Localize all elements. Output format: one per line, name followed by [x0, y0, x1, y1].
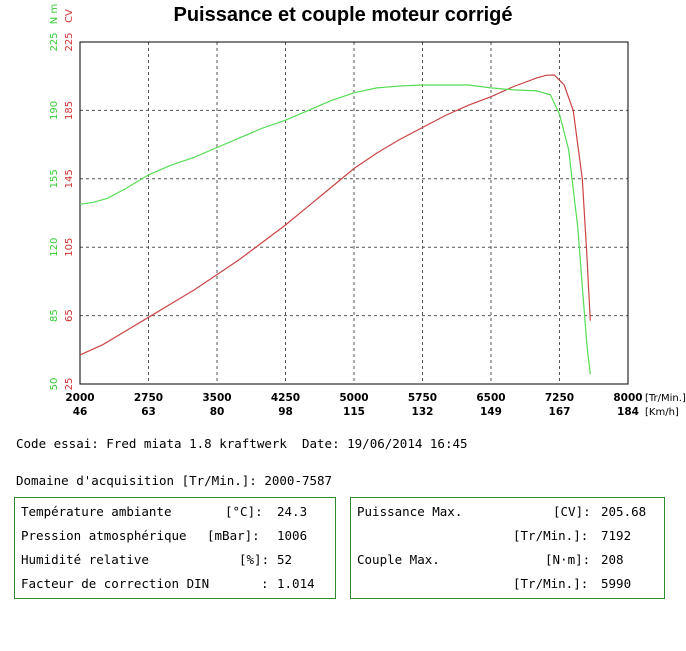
y-tick-label-nm: 85	[49, 309, 60, 322]
result-row: Puissance Max. [CV]: 205.68	[357, 504, 646, 520]
result-unit: [Tr/Min.]:	[513, 528, 589, 543]
x-tick-label-rpm: 7250	[545, 392, 574, 404]
plot-frame	[79, 41, 629, 385]
acquisition-range-line: Domaine d'acquisition [Tr/Min.]: 2000-75…	[16, 473, 333, 488]
condition-unit: :	[261, 576, 269, 591]
x-tick-label-rpm: 8000	[613, 392, 642, 404]
x-tick-label-rpm: 5750	[408, 392, 437, 404]
result-value: 7192	[601, 528, 632, 543]
y-tick-label-nm: 155	[49, 169, 60, 188]
result-label: Puissance Max.	[357, 504, 463, 519]
torque-axis-label: N m	[49, 4, 60, 24]
condition-unit: [°C]:	[225, 504, 263, 519]
results-box: Puissance Max. [CV]: 205.68 [Tr/Min.]: 7…	[350, 497, 665, 599]
x-tick-label-rpm: 3500	[202, 392, 231, 404]
result-value: 5990	[601, 576, 632, 591]
chart-grid	[80, 42, 628, 384]
torque-curve	[79, 84, 591, 375]
power-curve	[79, 74, 591, 356]
x-tick-label-speed: 149	[480, 406, 502, 418]
y-tick-label-nm: 190	[49, 101, 60, 120]
result-row: [Tr/Min.]: 5990	[357, 576, 631, 592]
chart-title: Puissance et couple moteur corrigé	[173, 4, 513, 26]
condition-value: 1006	[277, 528, 308, 543]
x-tick-label-speed: 184	[617, 406, 639, 418]
condition-value: 1.014	[277, 576, 315, 591]
x-tick-label-speed: 132	[412, 406, 434, 418]
x-tick-label-speed: 98	[278, 406, 293, 418]
x-tick-label-rpm: 2000	[65, 392, 94, 404]
result-value: 208	[601, 552, 624, 567]
x-tick-label-rpm: 2750	[134, 392, 163, 404]
result-unit: [CV]:	[553, 504, 591, 519]
condition-label: Facteur de correction DIN	[21, 576, 210, 591]
condition-row: Température ambiante [°C]: 24.3	[21, 504, 307, 520]
test-code-line: Code essai: Fred miata 1.8 kraftwerk Dat…	[16, 436, 468, 451]
x-tick-label-rpm: 5000	[339, 392, 368, 404]
x-tick-label-speed: 80	[210, 406, 225, 418]
condition-row: Facteur de correction DIN : 1.014	[21, 576, 315, 592]
y-tick-label-cv: 225	[64, 32, 75, 51]
result-unit: [N·m]:	[545, 552, 591, 567]
condition-label: Température ambiante	[21, 504, 172, 519]
x-tick-label-speed: 167	[549, 406, 571, 418]
y-tick-label-nm: 225	[49, 32, 60, 51]
y-tick-label-nm: 120	[49, 238, 60, 257]
y-tick-label-cv: 145	[64, 169, 75, 188]
result-row: [Tr/Min.]: 7192	[357, 528, 631, 544]
x-tick-label-rpm: 4250	[271, 392, 300, 404]
chart-series	[79, 74, 591, 375]
speed-unit-label: [Km/h]	[645, 407, 679, 418]
x-tick-labels: 2000 46 2750 63 3500 80 4250 98 5000 115 5750 132 65…	[65, 392, 642, 418]
result-unit: [Tr/Min.]:	[513, 576, 589, 591]
result-label: Couple Max.	[357, 552, 440, 567]
result-row: Couple Max. [N·m]: 208	[357, 552, 624, 568]
y-tick-label-nm: 50	[49, 378, 60, 391]
condition-value: 24.3	[277, 504, 308, 519]
y-tick-label-cv: 105	[64, 238, 75, 257]
condition-unit: [%]:	[239, 552, 270, 567]
rpm-unit-label: [Tr/Min.]	[645, 393, 686, 404]
condition-row: Pression atmosphérique [mBar]: 1006	[21, 528, 307, 544]
condition-row: Humidité relative [%]: 52	[21, 552, 292, 568]
y-tick-label-cv: 65	[64, 309, 75, 322]
power-torque-chart: 2000 46 2750 63 3500 80 4250 98 5000 115 5750 132 65…	[49, 4, 686, 418]
power-axis-label: CV	[64, 9, 75, 23]
condition-label: Humidité relative	[21, 552, 149, 567]
x-tick-label-speed: 46	[73, 406, 88, 418]
conditions-box: Température ambiante [°C]: 24.3 Pression…	[14, 497, 336, 599]
x-tick-label-rpm: 6500	[476, 392, 505, 404]
condition-label: Pression atmosphérique	[21, 528, 187, 543]
y-tick-labels: 50 85 120 155 190 225 25 65 105 145 185 225	[49, 32, 75, 390]
condition-unit: [mBar]:	[207, 528, 260, 543]
y-tick-label-cv: 25	[64, 378, 75, 391]
condition-value: 52	[277, 552, 293, 567]
result-value: 205.68	[601, 504, 647, 519]
x-tick-label-speed: 63	[141, 406, 156, 418]
x-tick-label-speed: 115	[343, 406, 365, 418]
y-tick-label-cv: 185	[64, 101, 75, 120]
